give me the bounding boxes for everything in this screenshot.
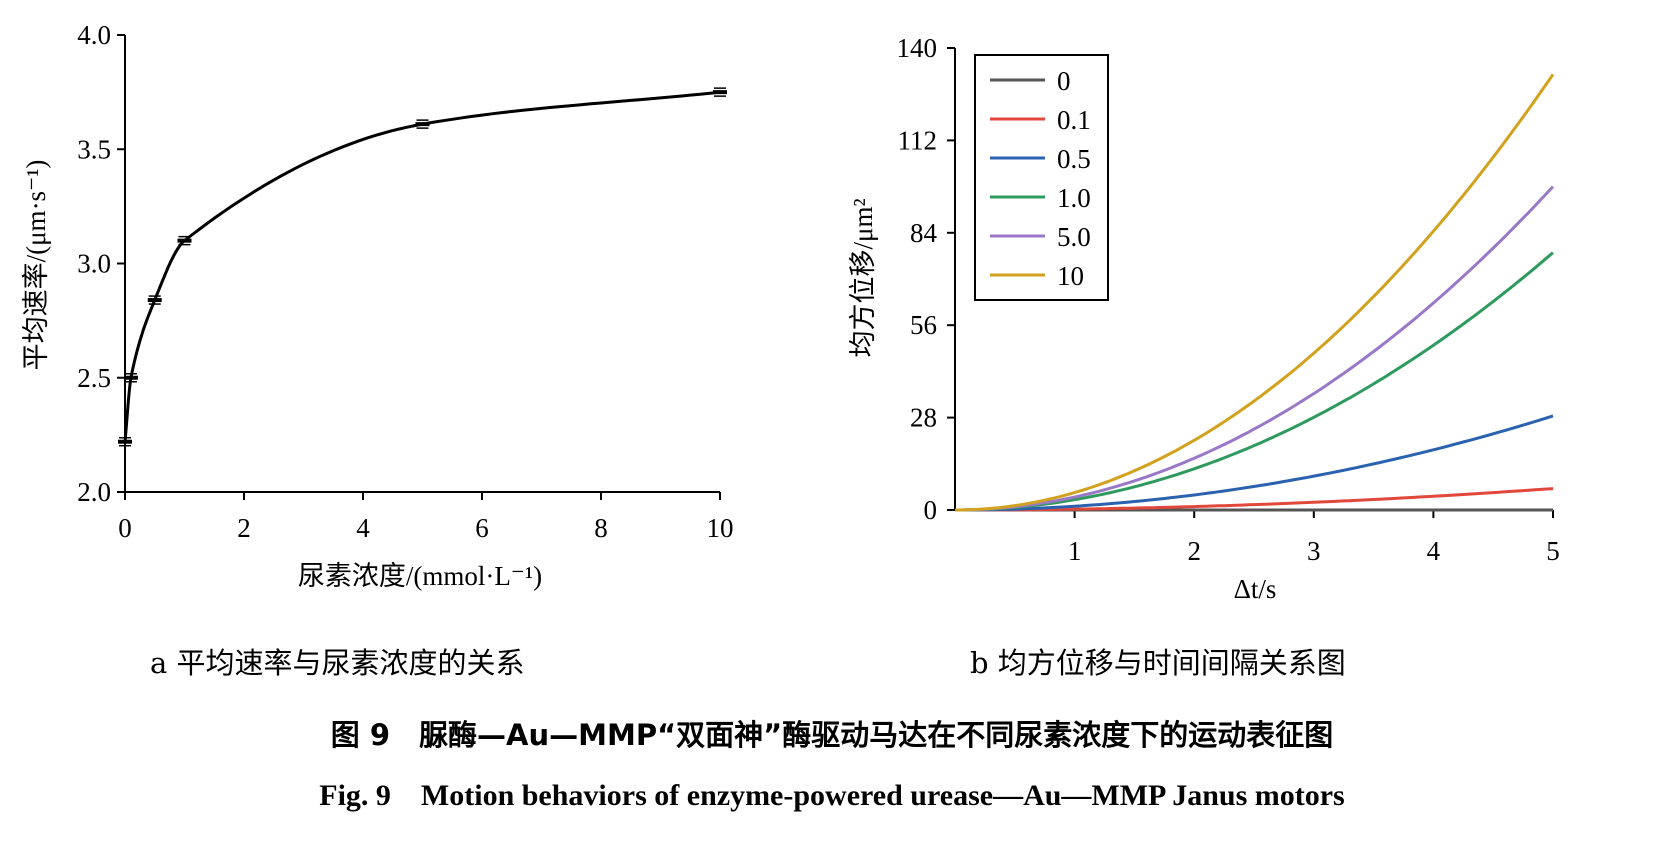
- chart-b-y-axis-label: 均方位移/μm²: [848, 198, 878, 357]
- chart-b-series-line: [955, 414, 1554, 512]
- chart-a-fit-curve-group: [123, 90, 721, 442]
- chart-b-x-tick-label: 3: [1307, 536, 1321, 566]
- chart-a-x-tick-label: 6: [475, 513, 489, 543]
- chart-b-legend: 0 0.1 0.5 1.0 5.0 10: [974, 54, 1109, 301]
- chart-a-x-tick-label: 10: [707, 513, 734, 543]
- chart-b-series-line: [955, 251, 1554, 512]
- chart-b-y-tick-label: 112: [898, 125, 938, 155]
- chart-b-legend-label: 0.5: [1057, 144, 1091, 174]
- chart-a-y-tick-label: 2.0: [77, 477, 111, 507]
- chart-a-points: [118, 87, 727, 447]
- chart-a-axes: 2.0 2.5 3.0 3.5 4.0 0 2 4 6 8 10: [77, 20, 733, 543]
- chart-b-lines: [955, 73, 1555, 512]
- chart-b-series-line: [955, 185, 1555, 512]
- chart-b-series-line: [955, 73, 1555, 512]
- chart-b-y-tick-label: 56: [910, 310, 937, 340]
- chart-b-legend-label: 0: [1057, 66, 1071, 96]
- chart-b-legend-label: 5.0: [1057, 222, 1091, 252]
- chart-a-y-tick-label: 4.0: [77, 20, 111, 50]
- chart-a-fit-curve: [123, 90, 721, 442]
- chart-a-x-tick-label: 2: [237, 513, 251, 543]
- chart-b-x-tick-label: 1: [1068, 536, 1082, 566]
- chart-b-series-line: [955, 487, 1554, 512]
- subcaption-b: b 均方位移与时间间隔关系图: [970, 646, 1346, 680]
- chart-b-y-tick-label: 140: [897, 33, 938, 63]
- chart-b-legend-label: 1.0: [1057, 183, 1091, 213]
- chart-a-y-tick-label: 3.0: [77, 249, 111, 279]
- subcaption-a: a 平均速率与尿素浓度的关系: [150, 646, 525, 680]
- chart-b-y-tick-label: 0: [924, 495, 938, 525]
- chart-b-legend-label: 10: [1057, 261, 1084, 291]
- chart-b-x-tick-label: 4: [1427, 536, 1441, 566]
- chart-a-y-axis-label: 平均速率/(μm·s⁻¹): [21, 160, 51, 371]
- figure-caption-english: Fig. 9 Motion behaviors of enzyme-powere…: [319, 779, 1345, 812]
- figure-caption-chinese: 图 9 脲酶—Au—MMP“双面神”酶驱动马达在不同尿素浓度下的运动表征图: [330, 718, 1334, 752]
- chart-a-x-tick-label: 0: [118, 513, 132, 543]
- chart-a-y-tick-label: 2.5: [77, 363, 111, 393]
- chart-b-x-tick-label: 2: [1187, 536, 1201, 566]
- chart-a-x-axis-label: 尿素浓度/(mmol·L⁻¹): [298, 561, 542, 591]
- chart-a-x-tick-label: 4: [356, 513, 370, 543]
- chart-b-y-tick-label: 84: [910, 218, 938, 248]
- chart-b-legend-label: 0.1: [1057, 105, 1091, 135]
- chart-a: 2.0 2.5 3.0 3.5 4.0 0 2 4 6 8 10 尿素浓度/(mmol·L⁻¹) 平…: [21, 20, 734, 591]
- chart-b-x-tick-label: 5: [1546, 536, 1560, 566]
- chart-a-x-tick-label: 8: [594, 513, 608, 543]
- chart-b-y-tick-label: 28: [910, 403, 937, 433]
- chart-b-x-axis-label: Δt/s: [1234, 574, 1277, 604]
- chart-b-legend-box: [974, 54, 1109, 301]
- chart-a-y-tick-label: 3.5: [77, 134, 111, 164]
